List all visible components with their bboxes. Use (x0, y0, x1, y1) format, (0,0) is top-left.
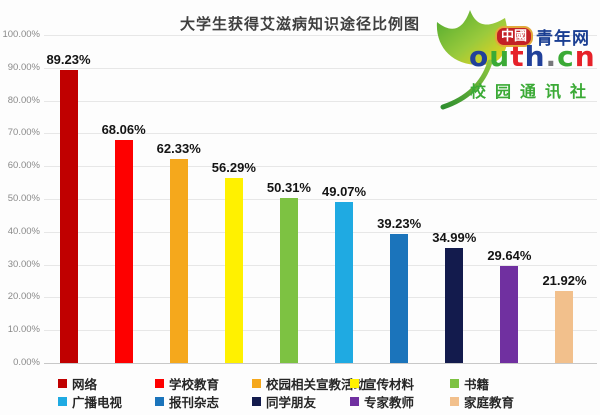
bar-value-label: 49.07% (322, 184, 367, 200)
bar (59, 70, 78, 363)
bar-value-label: 68.06% (101, 121, 146, 137)
y-axis-tick-label: 90.00% (7, 61, 40, 73)
legend-item: 同学朋友 (252, 392, 316, 411)
gridline (44, 231, 597, 233)
legend-swatch (58, 397, 67, 406)
legend-swatch (252, 379, 261, 388)
legend-label: 家庭教育 (464, 396, 515, 410)
gridline (44, 166, 597, 168)
y-axis-tick-label: 50.00% (7, 193, 40, 204)
bar-value-label: 21.92% (542, 273, 587, 289)
bar-value-label: 29.64% (487, 247, 532, 263)
bar-value-label: 56.29% (211, 160, 256, 176)
legend-swatch (450, 397, 459, 406)
legend-item: 家庭教育 (450, 392, 514, 411)
gridline (44, 35, 597, 36)
wordmark-letter: t (510, 40, 525, 73)
y-axis-tick-label: 20.00% (7, 291, 40, 303)
gridline (44, 297, 597, 299)
bar-value-label: 89.23% (46, 52, 91, 68)
legend-swatch (252, 397, 261, 406)
legend-swatch (350, 379, 359, 388)
ginkgo-leaf-icon (436, 10, 508, 110)
bar (224, 178, 243, 363)
bar (555, 291, 574, 363)
y-axis-tick-label: 60.00% (7, 160, 40, 172)
y-axis-tick-label: 0.00% (13, 357, 40, 368)
y-axis-tick-label: 80.00% (7, 94, 40, 106)
wordmark-letter: u (489, 40, 511, 73)
bar (169, 158, 188, 363)
wordmark-letter: . (545, 40, 558, 73)
bar-value-label: 50.31% (266, 179, 311, 195)
legend-item: 校园相关宣教活动 (252, 374, 366, 393)
y-axis-tick-label: 40.00% (7, 225, 40, 237)
legend-label: 学校教育 (169, 378, 220, 392)
brand-text: 青年网 (536, 29, 591, 48)
wordmark-letter: h (524, 40, 546, 73)
bar-value-label: 39.23% (377, 216, 422, 232)
legend-item: 网络 (58, 374, 97, 393)
legend-swatch (350, 397, 359, 406)
legend-label: 书籍 (464, 378, 490, 392)
legend-label: 宣传材料 (364, 378, 415, 392)
y-axis-tick-label: 10.00% (7, 324, 40, 336)
gridline (44, 199, 597, 200)
legend-swatch (155, 397, 164, 406)
legend-swatch (450, 379, 459, 388)
logo-tagline: 校园通讯社 (470, 84, 596, 101)
china-badge: 中國 (495, 26, 534, 47)
bar (114, 139, 133, 363)
gridline (44, 67, 597, 69)
legend-label: 网络 (72, 378, 98, 392)
legend-swatch (155, 379, 164, 388)
bar-value-label: 62.33% (156, 140, 201, 156)
legend-label: 专家教师 (364, 396, 415, 410)
legend-swatch (58, 379, 67, 388)
bar (500, 265, 519, 363)
legend-label: 报刊杂志 (169, 396, 220, 410)
gridline (44, 264, 597, 266)
legend-item: 宣传材料 (350, 374, 414, 393)
legend-item: 学校教育 (155, 374, 219, 393)
wordmark-letter: o (469, 40, 490, 73)
bar (390, 234, 409, 363)
logo-wordmark: outh.cn (469, 42, 596, 72)
bar (335, 202, 354, 363)
y-axis-tick-label: 70.00% (7, 127, 40, 139)
legend-label: 广播电视 (72, 396, 123, 410)
bar (279, 197, 298, 363)
y-axis-tick-label: 30.00% (7, 258, 40, 270)
legend-item: 专家教师 (350, 392, 414, 411)
legend-item: 报刊杂志 (155, 392, 219, 411)
bar (445, 248, 464, 363)
gridline (44, 330, 597, 332)
gridline (44, 363, 597, 364)
chart-title: 大学生获得艾滋病知识途径比例图 (179, 16, 420, 33)
wordmark-letter: n (574, 40, 596, 73)
gridline (44, 100, 597, 102)
legend-item: 广播电视 (58, 392, 122, 411)
y-axis-tick-label: 100.00% (2, 29, 40, 40)
youth-cn-logo: 中國 青年网 outh.cn 校园通讯社 (425, 2, 600, 110)
legend-label: 校园相关宣教活动 (266, 378, 367, 392)
legend-label: 同学朋友 (266, 396, 317, 410)
logo-brand-row: 中國 青年网 (495, 24, 590, 49)
bar-value-label: 34.99% (432, 230, 477, 246)
gridline (44, 133, 597, 135)
legend-item: 书籍 (450, 374, 489, 393)
wordmark-letter: c (557, 40, 575, 73)
